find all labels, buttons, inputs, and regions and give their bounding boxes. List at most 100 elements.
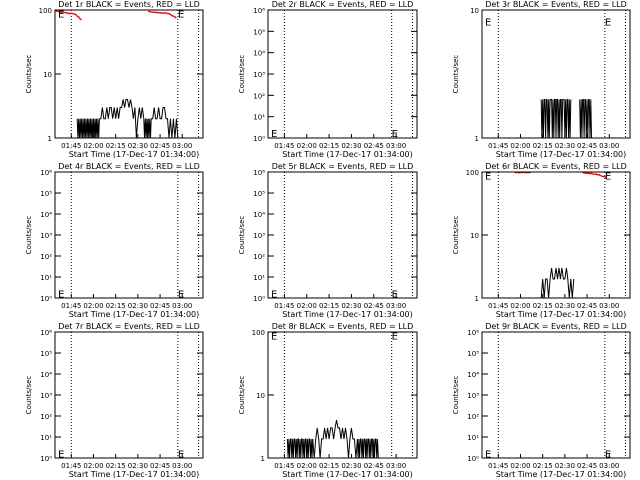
lld-series-line [582,171,607,179]
x-tick-label: 02:30 [128,462,148,470]
x-tick-label: 01:45 [488,142,508,150]
events-series-line [356,438,379,459]
x-tick-label: 02:45 [364,142,384,150]
x-tick-label: 02:00 [510,302,530,310]
y-tick-label: 10² [253,92,265,100]
x-tick-label: 02:00 [83,142,103,150]
events-series-line [312,420,358,459]
x-tick-label: 03:00 [386,302,406,310]
y-tick-label: 10 [43,71,52,79]
events-series-line [286,438,314,459]
x-tick-label: 01:45 [61,462,81,470]
marker-E: E [485,449,491,460]
y-tick-label: 10⁴ [253,50,265,58]
lld-series-line [54,9,82,21]
panel-title: Det 1r BLACK = Events, RED = LLD [58,0,200,9]
marker-E: E [605,17,611,28]
x-axis-label: Start Time (17-Dec-17 01:34:00) [496,470,627,479]
x-tick-label: 02:30 [128,142,148,150]
marker-E: E [605,171,611,182]
x-tick-label: 02:45 [364,302,384,310]
x-tick-label: 02:15 [319,302,339,310]
x-axis-label: Start Time (17-Dec-17 01:34:00) [69,310,200,319]
y-axis-label: Counts/sec [452,376,460,415]
marker-E: E [271,129,277,140]
x-tick-label: 02:00 [83,462,103,470]
marker-E: E [178,449,184,460]
x-tick-label: 02:00 [83,302,103,310]
panel-title: Det 6r BLACK = Events, RED = LLD [485,162,627,171]
x-tick-label: 01:45 [61,302,81,310]
y-tick-label: 10⁶ [253,7,265,15]
x-tick-label: 01:45 [274,462,294,470]
events-series-line [76,118,100,139]
chart-panel: Det 3r BLACK = Events, RED = LLD E E 10 1 01:… [452,0,631,159]
y-axis-label: Counts/sec [238,376,246,415]
x-tick-label: 02:45 [577,462,597,470]
y-axis-label: Counts/sec [238,216,246,255]
y-tick-label: 100 [466,169,479,177]
y-axis-label: Counts/sec [25,376,33,415]
panel-title: Det 9r BLACK = Events, RED = LLD [485,322,627,331]
x-tick-label: 02:30 [341,142,361,150]
x-tick-label: 03:00 [599,142,619,150]
x-tick-label: 02:15 [106,302,126,310]
marker-E: E [58,449,64,460]
x-tick-label: 02:45 [150,142,170,150]
x-tick-label: 02:15 [106,462,126,470]
marker-E: E [271,331,277,342]
x-tick-label: 02:45 [150,302,170,310]
x-axis-label: Start Time (17-Dec-17 01:34:00) [69,150,200,159]
y-tick-label: 10³ [253,71,265,79]
y-tick-label: 100 [252,329,265,337]
y-tick-label: 10 [470,232,479,240]
y-tick-label: 10⁶ [40,169,52,177]
x-axis-label: Start Time (17-Dec-17 01:34:00) [496,150,627,159]
x-tick-label: 02:45 [577,302,597,310]
x-tick-label: 02:00 [297,462,317,470]
y-axis-label: Counts/sec [452,55,460,94]
x-tick-label: 02:30 [555,462,575,470]
marker-E: E [485,171,491,182]
y-axis-label: Counts/sec [452,216,460,255]
x-tick-label: 02:00 [510,462,530,470]
y-tick-label: 10² [467,413,479,421]
x-tick-label: 02:15 [533,462,553,470]
x-tick-label: 02:00 [297,302,317,310]
x-tick-label: 03:00 [386,462,406,470]
plot-frame [481,171,631,299]
x-tick-label: 02:15 [106,142,126,150]
plot-frame [481,9,631,139]
panel-title: Det 5r BLACK = Events, RED = LLD [272,162,414,171]
x-tick-label: 02:30 [341,462,361,470]
x-tick-label: 01:45 [274,142,294,150]
x-tick-label: 01:45 [274,302,294,310]
y-axis-label: Counts/sec [238,55,246,94]
y-tick-label: 10² [40,253,52,261]
marker-E: E [605,449,611,460]
x-tick-label: 03:00 [172,302,192,310]
marker-E: E [392,289,398,300]
y-tick-label: 10¹ [467,434,479,442]
marker-E: E [178,10,184,21]
x-tick-label: 03:00 [386,142,406,150]
y-tick-label: 100 [39,7,52,15]
y-axis-label: Counts/sec [25,216,33,255]
y-tick-label: 10⁵ [253,190,265,198]
x-axis-label: Start Time (17-Dec-17 01:34:00) [69,470,200,479]
panel-title: Det 8r BLACK = Events, RED = LLD [272,322,414,331]
panel-title: Det 7r BLACK = Events, RED = LLD [58,322,200,331]
x-tick-label: 01:45 [488,462,508,470]
chart-panel: Det 4r BLACK = Events, RED = LLD E E 10⁶ 10⁵… [25,162,204,319]
y-tick-label: 10⁰ [40,295,52,303]
plot-frame [267,171,418,299]
y-tick-label: 10³ [253,232,265,240]
y-axis-label: Counts/sec [25,55,33,94]
x-tick-label: 01:45 [488,302,508,310]
x-tick-label: 02:30 [341,302,361,310]
x-tick-label: 02:15 [319,142,339,150]
